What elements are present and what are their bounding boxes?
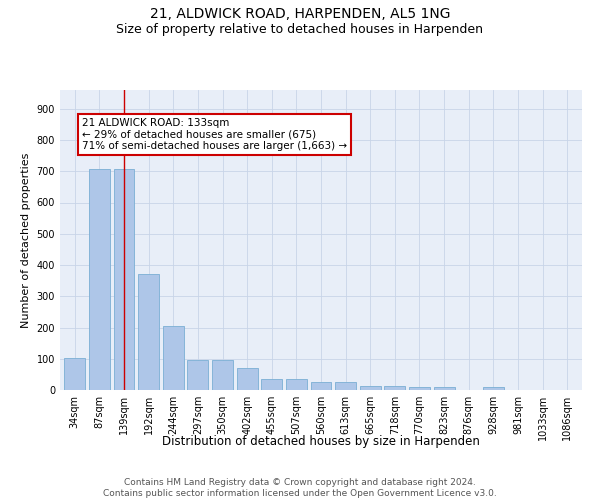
Text: Contains HM Land Registry data © Crown copyright and database right 2024.
Contai: Contains HM Land Registry data © Crown c…: [103, 478, 497, 498]
Y-axis label: Number of detached properties: Number of detached properties: [21, 152, 31, 328]
Text: 21 ALDWICK ROAD: 133sqm
← 29% of detached houses are smaller (675)
71% of semi-d: 21 ALDWICK ROAD: 133sqm ← 29% of detache…: [82, 118, 347, 152]
Bar: [212, 360, 233, 390]
Text: Size of property relative to detached houses in Harpenden: Size of property relative to detached ho…: [116, 22, 484, 36]
Text: Distribution of detached houses by size in Harpenden: Distribution of detached houses by size …: [162, 435, 480, 448]
Bar: [163, 326, 184, 390]
Bar: [89, 169, 110, 390]
Text: 21, ALDWICK ROAD, HARPENDEN, AL5 1NG: 21, ALDWICK ROAD, HARPENDEN, AL5 1NG: [150, 8, 450, 22]
Bar: [261, 379, 282, 390]
Bar: [311, 382, 331, 390]
Bar: [286, 379, 307, 390]
Bar: [360, 386, 381, 390]
Bar: [138, 274, 159, 390]
Bar: [113, 169, 134, 390]
Bar: [187, 360, 208, 390]
Bar: [409, 387, 430, 390]
Bar: [385, 386, 406, 390]
Bar: [434, 387, 455, 390]
Bar: [483, 387, 504, 390]
Bar: [236, 368, 257, 390]
Bar: [335, 382, 356, 390]
Bar: [64, 358, 85, 390]
